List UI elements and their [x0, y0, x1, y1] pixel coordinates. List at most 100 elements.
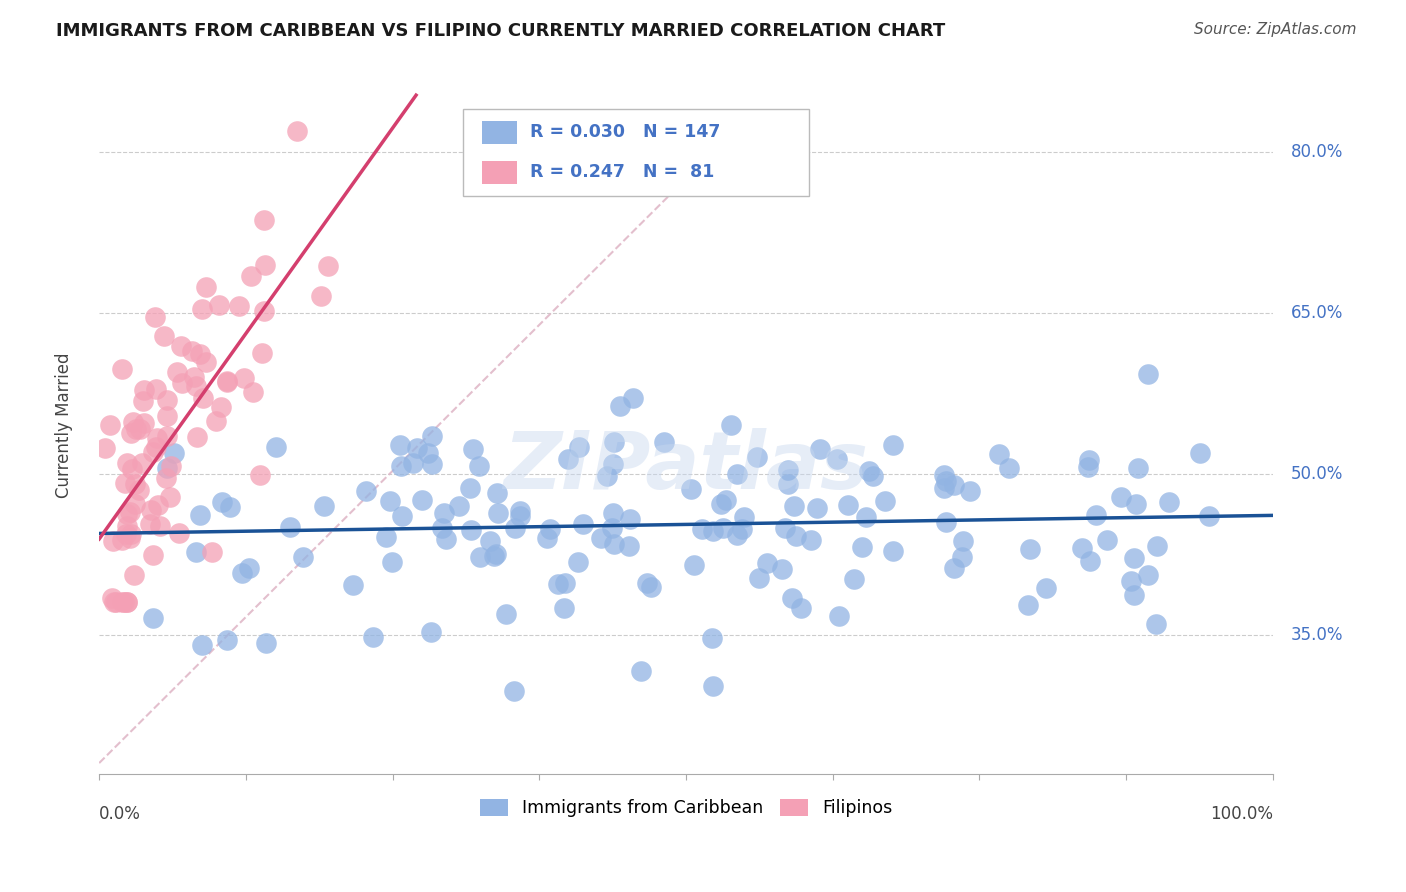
Point	[679, 483, 702, 497]
Point	[1125, 497, 1147, 511]
Text: 35.0%: 35.0%	[1291, 625, 1343, 643]
Point	[942, 561, 965, 575]
Point	[536, 531, 558, 545]
Text: Currently Married: Currently Married	[55, 353, 73, 499]
Point	[783, 499, 806, 513]
Point	[254, 636, 277, 650]
Point	[1159, 495, 1181, 509]
Point	[747, 450, 769, 465]
Point	[172, 376, 194, 390]
Point	[374, 530, 396, 544]
Text: R = 0.247   N =  81: R = 0.247 N = 81	[530, 163, 714, 181]
Point	[186, 378, 208, 392]
Point	[1198, 508, 1220, 523]
Point	[253, 258, 276, 272]
Point	[156, 392, 179, 407]
Point	[115, 526, 138, 541]
Point	[827, 452, 849, 467]
Point	[191, 302, 214, 317]
Point	[553, 601, 575, 615]
Point	[122, 567, 145, 582]
Point	[389, 459, 412, 474]
Point	[105, 595, 128, 609]
Point	[748, 571, 770, 585]
Point	[1084, 508, 1107, 523]
Point	[934, 468, 956, 483]
Text: 65.0%: 65.0%	[1291, 304, 1343, 322]
Point	[146, 431, 169, 445]
Point	[111, 595, 134, 609]
Point	[482, 549, 505, 563]
Point	[420, 429, 443, 443]
Point	[1070, 541, 1092, 556]
Point	[342, 578, 364, 592]
FancyBboxPatch shape	[482, 161, 517, 185]
Point	[959, 483, 981, 498]
Point	[714, 492, 737, 507]
Point	[181, 343, 204, 358]
Point	[702, 679, 724, 693]
Text: 50.0%: 50.0%	[1291, 465, 1343, 483]
Point	[1095, 533, 1118, 547]
Point	[806, 500, 828, 515]
Point	[250, 346, 273, 360]
Point	[115, 507, 138, 521]
Point	[128, 483, 150, 498]
Point	[800, 533, 823, 548]
Point	[98, 417, 121, 432]
Point	[932, 481, 955, 495]
Point	[155, 470, 177, 484]
Point	[1146, 617, 1168, 632]
Point	[447, 499, 470, 513]
Point	[837, 498, 859, 512]
Point	[1126, 461, 1149, 475]
Point	[600, 521, 623, 535]
Point	[121, 462, 143, 476]
Point	[572, 517, 595, 532]
Text: R = 0.030   N = 147: R = 0.030 N = 147	[530, 123, 720, 141]
Point	[842, 572, 865, 586]
Point	[485, 547, 508, 561]
Point	[201, 544, 224, 558]
Point	[602, 457, 624, 471]
Point	[115, 595, 138, 609]
Point	[1119, 574, 1142, 589]
Point	[567, 556, 589, 570]
Point	[101, 533, 124, 548]
Point	[142, 445, 165, 459]
Point	[934, 475, 956, 489]
Point	[640, 580, 662, 594]
Text: ZIPatlas: ZIPatlas	[503, 428, 869, 507]
Point	[124, 476, 146, 491]
Point	[619, 512, 641, 526]
Point	[143, 310, 166, 324]
Point	[683, 558, 706, 572]
Point	[142, 548, 165, 562]
Point	[195, 355, 218, 369]
FancyBboxPatch shape	[482, 120, 517, 145]
Point	[858, 464, 880, 478]
Point	[183, 370, 205, 384]
Point	[215, 374, 238, 388]
Point	[808, 442, 831, 457]
Point	[702, 524, 724, 538]
Point	[94, 441, 117, 455]
Point	[194, 280, 217, 294]
Point	[720, 418, 742, 433]
Point	[509, 504, 531, 518]
Point	[725, 528, 748, 542]
Point	[1189, 446, 1212, 460]
Point	[458, 481, 481, 495]
Point	[125, 421, 148, 435]
Point	[115, 519, 138, 533]
Point	[111, 533, 134, 547]
Point	[486, 506, 509, 520]
Point	[378, 494, 401, 508]
Point	[509, 508, 531, 523]
Point	[356, 483, 378, 498]
Point	[117, 456, 139, 470]
Point	[420, 457, 443, 471]
Point	[163, 446, 186, 460]
Point	[630, 665, 652, 679]
Point	[391, 509, 413, 524]
